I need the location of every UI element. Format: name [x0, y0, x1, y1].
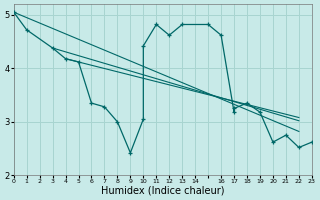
X-axis label: Humidex (Indice chaleur): Humidex (Indice chaleur): [101, 186, 225, 196]
